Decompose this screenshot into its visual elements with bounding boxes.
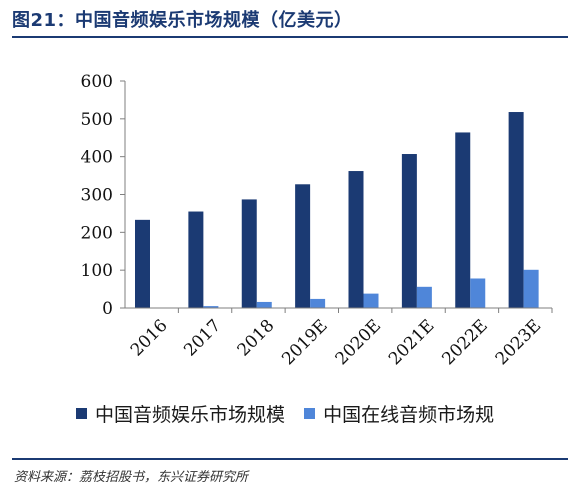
bar-series1-2017	[188, 211, 204, 308]
bars	[135, 112, 539, 309]
bar-series2-2021E	[416, 286, 432, 308]
x-tick-label: 2019E	[278, 316, 332, 370]
x-tick-label: 2018	[234, 316, 279, 361]
legend-item-series2: 中国在线音频市场规	[304, 400, 494, 426]
source-note: 资料来源：荔枝招股书，东兴证券研究所	[14, 470, 249, 485]
bar-series1-2018	[241, 199, 257, 308]
y-tick-label: 300	[81, 186, 113, 206]
x-axis: 2016 2017 2018 2019E 2020E 2021E 2022E 2023E	[125, 307, 553, 370]
y-axis: 0 100 200 300 400 500 600	[81, 72, 126, 319]
bar-series2-2023E	[523, 269, 539, 308]
bar-series1-2019E	[295, 184, 311, 308]
y-tick-label: 500	[81, 110, 113, 130]
bar-series1-2021E	[401, 154, 417, 308]
bar-series2-2017	[203, 306, 219, 308]
x-tick-label: 2023E	[492, 316, 546, 370]
x-tick-label: 2021E	[385, 316, 439, 370]
bar-series2-2018	[256, 301, 272, 308]
bar-series1-2020E	[348, 171, 364, 308]
legend: 中国音频娱乐市场规模 中国在线音频市场规	[76, 400, 576, 426]
y-tick-label: 400	[81, 148, 113, 168]
y-tick-label: 100	[81, 261, 113, 281]
footer-rule	[12, 458, 568, 460]
y-tick-label: 0	[102, 299, 113, 319]
bar-series2-2019E	[310, 298, 326, 308]
legend-item-series1: 中国音频娱乐市场规模	[76, 400, 285, 426]
legend-swatch-series2	[304, 408, 316, 419]
x-tick-label: 2017	[180, 316, 225, 361]
bar-series1-2022E	[455, 132, 471, 308]
x-tick-label: 2016	[127, 316, 172, 361]
legend-label-series1: 中国音频娱乐市场规模	[95, 404, 286, 426]
chart-title: 图21：中国音频娱乐市场规模（亿美元）	[12, 10, 353, 31]
title-rule	[12, 36, 568, 38]
bar-series2-2020E	[363, 293, 379, 308]
x-tick-label: 2020E	[332, 316, 386, 370]
bar-series2-2022E	[470, 278, 486, 308]
y-tick-label: 600	[81, 72, 113, 92]
legend-swatch-series1	[76, 408, 87, 419]
x-tick-label: 2022E	[438, 316, 492, 370]
legend-label-series2: 中国在线音频市场规	[323, 404, 495, 426]
y-tick-label: 200	[81, 223, 113, 243]
bar-series1-2016	[135, 219, 150, 308]
bar-series1-2023E	[508, 112, 524, 308]
